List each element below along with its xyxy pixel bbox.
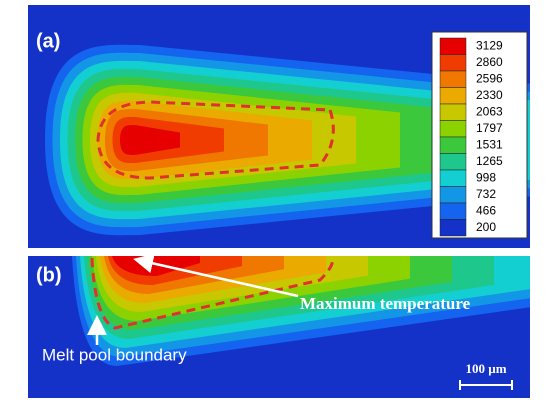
annotation: Melt pool boundary	[42, 345, 187, 364]
colorbar-cell	[439, 186, 467, 204]
panel-label: (b)	[36, 264, 62, 286]
colorbar-cell	[439, 153, 467, 171]
panel-b	[28, 256, 530, 398]
colorbar-cell	[439, 37, 467, 55]
melt-pool-boundary-b	[90, 257, 334, 330]
colorbar-label: 998	[476, 171, 496, 185]
colorbar-cell	[439, 219, 467, 237]
colorbar-label: 2860	[476, 55, 503, 69]
colorbar-cell	[439, 169, 467, 187]
colorbar-label: 3129	[476, 39, 503, 53]
colorbar-cell	[439, 70, 467, 88]
colorbar-label: 2596	[476, 72, 503, 86]
colorbar: 3129 2860 2596 2330 2063 1797 1531 1265 998 732 46…	[439, 37, 503, 237]
panel-label: (a)	[36, 30, 60, 52]
melt-pool-boundary-a	[96, 100, 335, 180]
colorbar-cell	[439, 87, 467, 105]
scale-bar	[459, 380, 513, 390]
colorbar-label: 1531	[476, 138, 503, 152]
colorbar-cell	[439, 103, 467, 121]
colorbar-label: 2330	[476, 88, 503, 102]
colorbar-cell	[439, 136, 467, 154]
colorbar-label: 732	[476, 187, 496, 201]
arrow	[133, 253, 299, 298]
colorbar-cell	[439, 202, 467, 220]
colorbar-cell	[439, 120, 467, 138]
colorbar-label: 1265	[476, 154, 503, 168]
colorbar-label: 1797	[476, 121, 503, 135]
scale-label: 100 µm	[465, 361, 506, 376]
colorbar-label: 200	[476, 220, 496, 234]
colorbar-label: 2063	[476, 105, 503, 119]
contour	[120, 124, 180, 156]
colorbar-label: 466	[476, 204, 496, 218]
colorbar-cell	[439, 54, 467, 72]
annotation: Maximum temperature	[300, 294, 471, 313]
